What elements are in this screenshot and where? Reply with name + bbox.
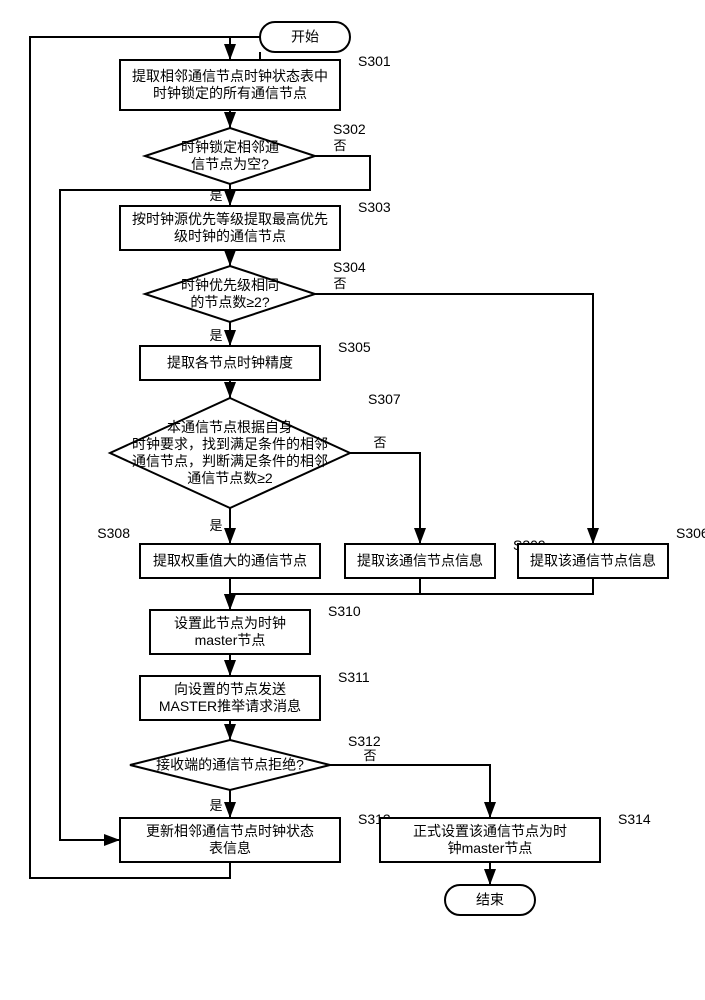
svg-text:S302: S302 (333, 121, 366, 137)
svg-text:提取权重值大的通信节点: 提取权重值大的通信节点 (153, 552, 307, 568)
svg-text:的节点数≥2?: 的节点数≥2? (190, 294, 269, 310)
svg-text:通信节点数≥2: 通信节点数≥2 (187, 470, 273, 486)
svg-text:时钟要求，找到满足条件的相邻: 时钟要求，找到满足条件的相邻 (132, 436, 328, 452)
svg-text:否: 否 (363, 748, 376, 763)
svg-text:接收端的通信节点拒绝?: 接收端的通信节点拒绝? (156, 756, 304, 772)
svg-text:正式设置该通信节点为时: 正式设置该通信节点为时 (413, 823, 567, 839)
svg-text:提取各节点时钟精度: 提取各节点时钟精度 (167, 354, 293, 370)
svg-text:S307: S307 (368, 391, 401, 407)
svg-text:提取相邻通信节点时钟状态表中: 提取相邻通信节点时钟状态表中 (132, 68, 328, 84)
svg-text:时钟锁定的所有通信节点: 时钟锁定的所有通信节点 (153, 85, 307, 101)
svg-text:信节点为空?: 信节点为空? (191, 156, 269, 172)
svg-text:钟master节点: 钟master节点 (448, 840, 533, 856)
svg-text:S301: S301 (358, 53, 391, 69)
svg-text:S306: S306 (676, 525, 705, 541)
svg-text:是: 是 (209, 518, 222, 533)
svg-text:S304: S304 (333, 259, 366, 275)
svg-text:时钟锁定相邻通: 时钟锁定相邻通 (181, 139, 279, 155)
svg-text:master节点: master节点 (195, 632, 266, 648)
svg-text:向设置的节点发送: 向设置的节点发送 (174, 681, 286, 697)
svg-text:更新相邻通信节点时钟状态: 更新相邻通信节点时钟状态 (146, 823, 314, 839)
svg-text:S314: S314 (618, 811, 651, 827)
svg-text:按时钟源优先等级提取最高优先: 按时钟源优先等级提取最高优先 (132, 211, 328, 227)
svg-text:提取该通信节点信息: 提取该通信节点信息 (530, 552, 656, 568)
svg-text:结束: 结束 (476, 891, 504, 907)
svg-text:否: 否 (333, 276, 346, 291)
svg-text:S311: S311 (338, 669, 370, 685)
svg-text:S310: S310 (328, 603, 361, 619)
svg-text:通信节点，判断满足条件的相邻: 通信节点，判断满足条件的相邻 (132, 453, 328, 469)
svg-text:设置此节点为时钟: 设置此节点为时钟 (174, 615, 286, 631)
svg-text:表信息: 表信息 (209, 840, 251, 856)
svg-text:时钟优先级相同: 时钟优先级相同 (181, 277, 279, 293)
svg-text:否: 否 (373, 435, 386, 450)
svg-text:是: 是 (209, 798, 222, 813)
svg-text:提取该通信节点信息: 提取该通信节点信息 (357, 552, 483, 568)
svg-text:否: 否 (333, 138, 346, 153)
svg-text:级时钟的通信节点: 级时钟的通信节点 (174, 228, 286, 244)
svg-text:S305: S305 (338, 339, 371, 355)
svg-text:是: 是 (209, 328, 222, 343)
svg-text:S303: S303 (358, 199, 391, 215)
svg-text:本通信节点根据自身: 本通信节点根据自身 (167, 419, 293, 435)
svg-text:S312: S312 (348, 733, 381, 749)
svg-text:MASTER推举请求消息: MASTER推举请求消息 (159, 698, 301, 714)
svg-text:S308: S308 (97, 525, 130, 541)
svg-text:开始: 开始 (291, 28, 319, 44)
